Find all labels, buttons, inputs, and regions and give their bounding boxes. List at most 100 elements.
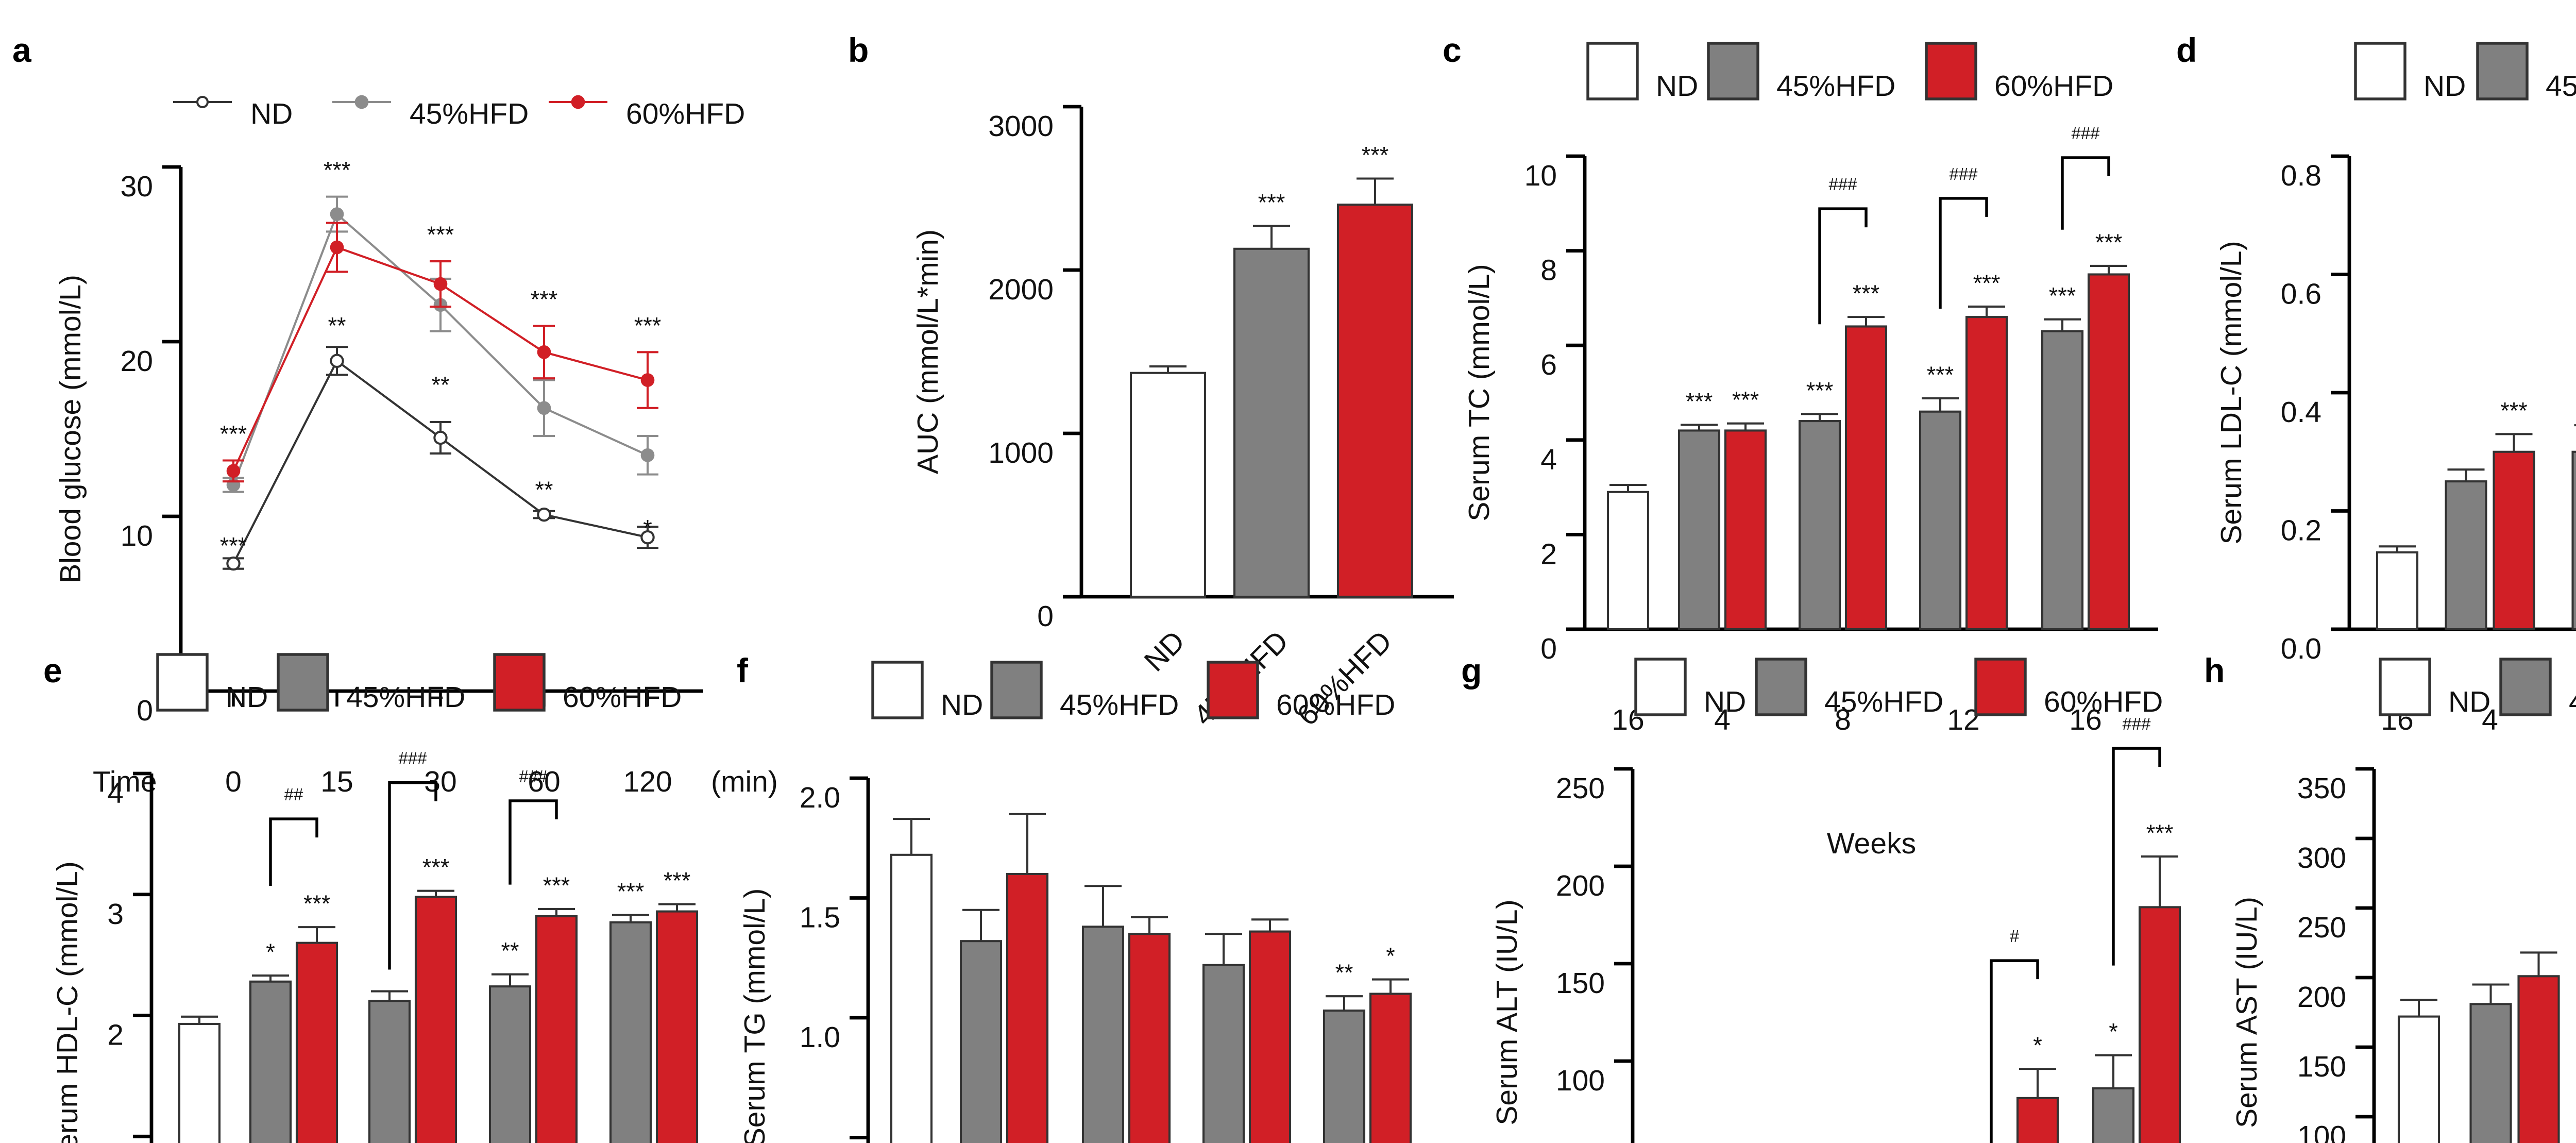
panel-letter: c — [1443, 31, 1462, 69]
legend-label: 45%HFD — [346, 681, 465, 714]
x-tick-label: 120 — [623, 765, 672, 798]
x-axis-unit: (min) — [711, 765, 778, 798]
legend-marker-filled — [354, 95, 369, 109]
significance-marker: * — [2109, 1019, 2118, 1045]
legend-label: ND — [1656, 70, 1698, 103]
y-tick-label: 1000 — [988, 436, 1054, 469]
significance-marker: * — [2033, 1032, 2042, 1058]
bar-nd — [178, 1022, 221, 1143]
y-tick-label: 10 — [121, 519, 153, 552]
significance-marker: * — [266, 939, 275, 965]
significance-marker: ** — [431, 372, 449, 398]
significance-marker: *** — [617, 879, 645, 905]
bar-45hfd — [1323, 1010, 1366, 1143]
legend-label: 60%HFD — [1276, 688, 1395, 721]
significance-marker: *** — [1258, 189, 1285, 215]
y-tick-label: 6 — [1540, 348, 1557, 381]
panel-letter: d — [2176, 31, 2197, 69]
y-tick-label: 1 — [107, 1139, 124, 1143]
panel-letter: e — [43, 651, 62, 690]
legend-swatch-ND — [1586, 42, 1639, 100]
bar-45hfd — [488, 985, 532, 1143]
legend-swatch-ND — [871, 661, 924, 719]
legend-label: 60%HFD — [563, 681, 682, 714]
comparison-bracket — [2061, 156, 2110, 230]
panel-e-serum-hdl: e ND 45%HFD 60%HFD 0 1 2 3 4 Serum HDL-C (mmol/L)… — [0, 593, 721, 1143]
hash-significance-marker: ### — [398, 749, 427, 768]
legend-label: 45%HFD — [2569, 685, 2576, 718]
y-tick-label: 4 — [1540, 443, 1557, 476]
legend-marker-filled — [571, 95, 585, 109]
bar-45hfd — [2571, 450, 2576, 631]
data-point — [537, 507, 551, 522]
significance-marker: *** — [422, 854, 450, 881]
x-tick-label: 4 — [1714, 703, 1731, 736]
y-axis-title: Serum TG (mmol/L) — [738, 888, 771, 1143]
y-tick-label: 1.5 — [800, 901, 840, 934]
significance-marker: *** — [664, 868, 691, 894]
bar-nd — [890, 853, 933, 1143]
chart-content: hND45%HFD60%HFD050100150200250300350Seru… — [2204, 651, 2576, 1143]
y-tick-label: 300 — [2297, 842, 2346, 875]
significance-marker: *** — [531, 286, 558, 312]
panel-letter: b — [848, 31, 869, 69]
x-tick-label: 60 — [528, 765, 560, 798]
bar-45hfd — [1677, 429, 1721, 631]
legend-label: 45%HFD — [1776, 70, 1895, 103]
bar-60hfd — [2493, 450, 2535, 631]
data-point — [433, 277, 448, 291]
hash-significance-marker: ## — [284, 785, 303, 804]
hash-significance-marker: ### — [2122, 714, 2151, 733]
chart-c-svg: c ND 45%HFD 60%HFD 0 2 4 6 8 10 Serum TC (mmol/L) W… — [1443, 31, 2158, 860]
bar-60HFD — [1336, 204, 1414, 598]
y-tick-label: 0.8 — [2281, 159, 2321, 192]
legend-label: 45%HFD — [2546, 70, 2576, 103]
data-point — [537, 401, 551, 415]
y-tick-label: 200 — [1556, 869, 1605, 902]
y-tick-label: 150 — [1556, 967, 1605, 1000]
bar-45hfd — [609, 921, 652, 1143]
legend-swatch-45HFD — [1755, 658, 1807, 716]
legend-label: 60%HFD — [626, 97, 745, 130]
y-tick-label: 2000 — [988, 273, 1054, 306]
bar-ND — [1129, 372, 1207, 598]
bar-45hfd — [2041, 330, 2084, 631]
legend-swatch-60HFD — [1207, 661, 1259, 719]
bar-60hfd — [1369, 993, 1412, 1143]
x-axis-title: Weeks — [1827, 827, 1916, 860]
y-axis-title: Serum HDL-C (mmol/L) — [51, 861, 84, 1143]
y-tick-label: 200 — [2297, 981, 2346, 1014]
significance-marker: *** — [1806, 377, 1834, 404]
y-tick-label: 250 — [1556, 772, 1605, 805]
legend-swatch-45HFD — [1707, 42, 1759, 100]
hash-significance-marker: ### — [2071, 124, 2100, 143]
legend-label: 45%HFD — [1060, 688, 1179, 721]
y-tick-label: 0 — [137, 694, 153, 727]
bar-60hfd — [655, 910, 699, 1143]
legend-label: ND — [250, 97, 293, 130]
legend-swatch-ND — [2354, 42, 2406, 100]
legend-label: ND — [2424, 70, 2466, 103]
bar-60hfd — [1128, 933, 1171, 1143]
bar-45HFD — [1233, 247, 1310, 598]
panel-b-auc: b 0 1000 2000 3000 AUC (mmol/L*min) ND *** 45%HF… — [799, 0, 1454, 732]
legend-swatch-ND — [156, 653, 209, 712]
legend-label: ND — [2448, 685, 2490, 718]
significance-marker: *** — [220, 421, 247, 447]
legend-marker-open — [196, 95, 209, 109]
bar-60hfd — [2138, 906, 2181, 1143]
bar-45hfd — [368, 1000, 411, 1143]
significance-marker: * — [1386, 943, 1395, 969]
hash-significance-marker: ### — [1949, 164, 1978, 183]
hash-significance-marker: ### — [1828, 175, 1857, 194]
bar-60hfd — [1248, 930, 1292, 1143]
significance-marker: *** — [1686, 388, 1713, 414]
y-tick-label: 20 — [121, 345, 153, 378]
